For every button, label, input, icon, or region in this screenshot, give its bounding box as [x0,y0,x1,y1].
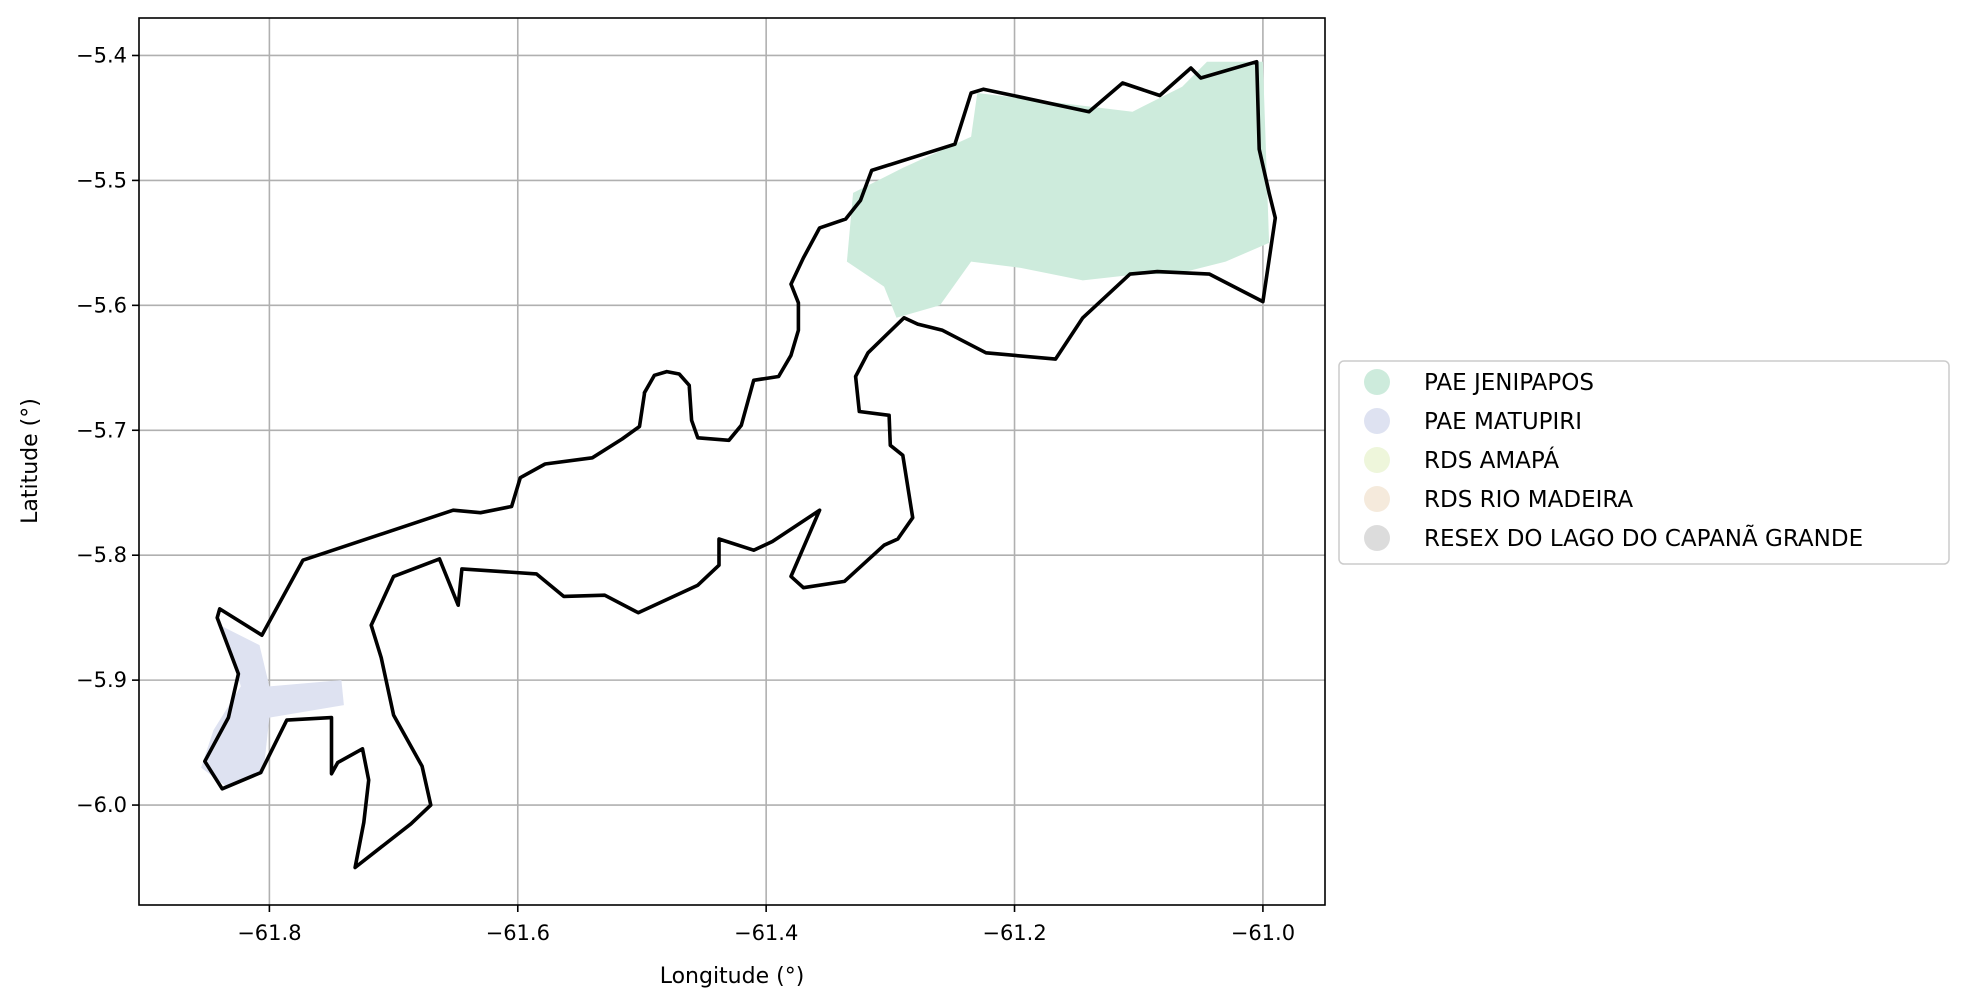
y-tick-label: −6.0 [76,793,127,817]
x-tick-label: −61.0 [1231,921,1295,945]
y-axis-ticks: −5.4 −5.5 −5.6 −5.7 −5.8 −5.9 −6.0 [76,43,139,817]
y-tick-label: −5.6 [76,293,127,317]
axes-frame [138,17,1326,906]
y-tick-label: −5.8 [76,543,127,567]
x-axis-ticks: −61.8 −61.6 −61.4 −61.2 −61.0 [237,905,1295,945]
legend-label: RDS RIO MADEIRA [1424,487,1633,513]
x-tick-label: −61.6 [486,921,550,945]
y-tick-label: −5.4 [76,43,127,67]
legend-marker [1364,525,1390,551]
y-tick-label: −5.9 [76,668,127,692]
grid-lines [139,18,1325,905]
y-axis-label: Latitude (°) [18,398,43,524]
region-pae-jenipapos [846,61,1270,318]
y-tick-label: −5.5 [76,168,127,192]
x-tick-label: −61.8 [237,921,301,945]
legend-label: RDS AMAPÁ [1424,446,1559,474]
municipality-boundary [203,59,1278,870]
region-polygons [201,61,1270,787]
region-pae-matupiri [201,623,344,787]
legend-marker [1364,447,1390,473]
x-axis-label: Longitude (°) [660,964,805,989]
x-tick-label: −61.4 [734,921,798,945]
legend-marker [1364,408,1390,434]
y-tick-label: −5.7 [76,418,127,442]
x-tick-label: −61.2 [982,921,1046,945]
legend-label: RESEX DO LAGO DO CAPANÃ GRANDE [1424,524,1863,552]
legend-label: PAE JENIPAPOS [1424,370,1594,396]
legend-frame [1338,360,1950,565]
legend-marker [1364,486,1390,512]
legend: PAE JENIPAPOS PAE MATUPIRI RDS AMAPÁ RDS RI… [1338,360,1950,565]
legend-label: PAE MATUPIRI [1424,409,1582,435]
legend-marker [1364,369,1390,395]
